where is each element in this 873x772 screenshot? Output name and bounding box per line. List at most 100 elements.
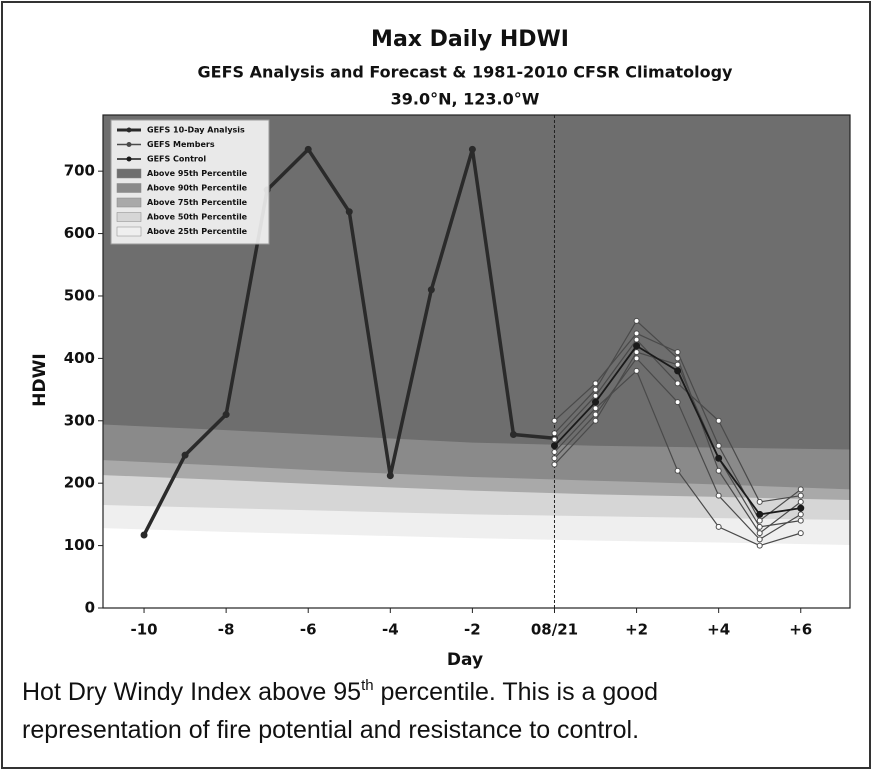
series-point [550, 442, 558, 450]
caption-text: Hot Dry Windy Index above 95 [22, 678, 361, 706]
series-point [509, 431, 517, 439]
caption-text: percentile. This is a good [374, 678, 658, 706]
legend-swatch [116, 183, 142, 193]
chart-subtitle: GEFS Analysis and Forecast & 1981-2010 C… [198, 63, 734, 82]
legend-label: Above 95th Percentile [147, 169, 248, 178]
caption-sup: th [361, 677, 374, 694]
series-point [633, 330, 640, 337]
series-point [592, 398, 600, 406]
series-point [756, 536, 763, 543]
legend-label: Above 25th Percentile [147, 227, 248, 236]
y-tick-label: 100 [64, 536, 95, 554]
series-point [797, 511, 804, 518]
series-point [797, 517, 804, 524]
series-point [140, 531, 148, 539]
caption: representation of fire potential and res… [22, 716, 639, 744]
y-tick-label: 200 [64, 474, 95, 492]
series-point [345, 208, 353, 216]
x-tick-label: -2 [464, 621, 481, 639]
legend-label: Above 90th Percentile [147, 184, 248, 193]
legend-box [110, 119, 270, 245]
series-point [468, 145, 476, 153]
series-point [715, 417, 722, 424]
caption: Hot Dry Windy Index above 95th percentil… [22, 677, 658, 706]
percentile-band [103, 115, 850, 450]
legend-swatch [116, 168, 142, 179]
x-tick-label: +4 [707, 621, 730, 639]
series-point [756, 523, 763, 530]
x-tick-label: -6 [300, 621, 317, 639]
series-point [797, 486, 804, 493]
series-point [551, 436, 558, 443]
x-tick-label: +2 [625, 621, 648, 639]
series-point [222, 411, 230, 419]
series-point [592, 392, 599, 399]
series-point [633, 355, 640, 362]
chart-title: Max Daily HDWI [371, 27, 569, 52]
series-point [797, 498, 804, 505]
y-tick-label: 700 [64, 162, 95, 180]
series-point [592, 380, 599, 387]
series-point [633, 349, 640, 356]
legend-label: GEFS 10-Day Analysis [147, 126, 245, 135]
plot-border [102, 114, 851, 609]
series-point [756, 517, 763, 524]
series-point [592, 386, 599, 393]
series-point [674, 467, 681, 474]
series-point [633, 336, 640, 343]
series-point [551, 455, 558, 462]
series-point [386, 472, 394, 480]
series-point [715, 442, 722, 449]
series-point [551, 430, 558, 437]
series-point [633, 317, 640, 324]
legend-swatch [126, 127, 132, 133]
series-point [674, 399, 681, 406]
series-point [797, 530, 804, 537]
series-point [592, 405, 599, 412]
series-point [304, 145, 312, 153]
series-point [674, 349, 681, 356]
series-point [756, 510, 764, 518]
y-tick-label: 300 [64, 411, 95, 429]
series-point [551, 417, 558, 424]
y-tick-label: 400 [64, 349, 95, 367]
series-point [427, 286, 435, 294]
series-point [756, 530, 763, 537]
series-point [715, 467, 722, 474]
series-point [756, 542, 763, 549]
legend-label: Above 50th Percentile [147, 213, 248, 222]
x-tick-label: -10 [130, 621, 157, 639]
series-point [715, 492, 722, 499]
series-point [715, 454, 723, 462]
series-point [551, 448, 558, 455]
x-tick-label: 08/21 [531, 621, 578, 639]
legend-swatch [126, 156, 132, 162]
legend-swatch [126, 142, 132, 147]
y-tick-label: 600 [64, 224, 95, 242]
series-point [674, 380, 681, 387]
series-point [633, 342, 641, 350]
series-point [592, 417, 599, 424]
location: 39.0°N, 123.0°W [391, 90, 540, 109]
y-axis-label: HDWI [30, 353, 50, 406]
series-point [633, 367, 640, 374]
x-tick-label: +6 [789, 621, 812, 639]
y-tick-label: 500 [64, 286, 95, 304]
series-point [715, 523, 722, 530]
series-point [756, 498, 763, 505]
series-point [181, 451, 189, 459]
series-point [592, 411, 599, 418]
legend-label: GEFS Members [147, 140, 215, 149]
x-tick-label: -8 [218, 621, 235, 639]
legend-swatch [116, 226, 142, 237]
legend-label: Above 75th Percentile [147, 198, 248, 207]
x-tick-label: -4 [382, 621, 399, 639]
series-point [551, 461, 558, 468]
legend-swatch [116, 197, 142, 208]
y-tick-label: 0 [85, 599, 95, 617]
x-axis-label: Day [447, 650, 483, 670]
series-point [674, 367, 682, 375]
series-point [797, 504, 805, 512]
legend-swatch [116, 212, 142, 222]
